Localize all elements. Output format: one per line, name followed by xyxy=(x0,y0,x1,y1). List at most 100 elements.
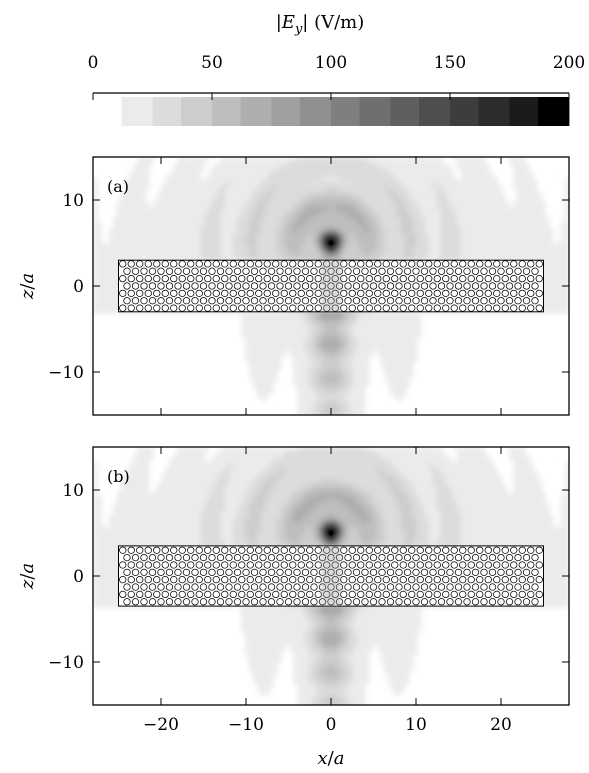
field-cell xyxy=(245,185,250,190)
field-cell xyxy=(377,325,382,330)
field-cell xyxy=(181,245,186,250)
field-cell xyxy=(313,257,318,262)
field-cell xyxy=(545,281,550,286)
field-cell xyxy=(397,205,402,210)
field-cell xyxy=(473,165,478,170)
field-cell xyxy=(401,205,406,210)
field-cell xyxy=(545,269,550,274)
field-cell xyxy=(321,201,326,206)
field-cell xyxy=(349,313,354,318)
field-cell xyxy=(281,329,286,334)
field-cell xyxy=(393,341,398,346)
field-cell xyxy=(97,285,102,290)
field-cell xyxy=(537,229,542,234)
field-cell xyxy=(533,205,538,210)
field-cell xyxy=(405,373,410,378)
field-cell xyxy=(381,165,386,170)
field-cell xyxy=(309,365,314,370)
field-cell xyxy=(277,345,282,350)
field-cell xyxy=(133,237,138,242)
field-cell xyxy=(117,213,122,218)
field-cell xyxy=(337,217,342,222)
field-cell xyxy=(249,185,254,190)
field-cell xyxy=(389,349,394,354)
field-cell xyxy=(181,205,186,210)
field-cell xyxy=(177,257,182,262)
field-cell xyxy=(405,157,410,162)
field-cell xyxy=(529,197,534,202)
field-cell xyxy=(305,201,310,206)
field-cell xyxy=(313,209,318,214)
field-cell xyxy=(237,161,242,166)
field-cell xyxy=(201,233,206,238)
field-cell xyxy=(97,241,102,246)
field-cell xyxy=(121,201,126,206)
field-cell xyxy=(525,213,530,218)
field-cell xyxy=(309,237,314,242)
field-cell xyxy=(309,241,314,246)
field-cell xyxy=(349,213,354,218)
field-cell xyxy=(141,205,146,210)
field-cell xyxy=(317,345,322,350)
field-cell xyxy=(321,353,326,358)
field-cell xyxy=(317,209,322,214)
field-cell xyxy=(517,193,522,198)
field-cell xyxy=(369,345,374,350)
field-cell xyxy=(365,181,370,186)
field-cell xyxy=(345,201,350,206)
field-cell xyxy=(549,297,554,302)
field-cell xyxy=(193,229,198,234)
field-cell xyxy=(333,249,338,254)
field-cell xyxy=(353,229,358,234)
field-cell xyxy=(249,345,254,350)
field-cell xyxy=(505,209,510,214)
field-cell xyxy=(293,257,298,262)
field-cell xyxy=(389,161,394,166)
field-cell xyxy=(401,157,406,162)
field-cell xyxy=(485,233,490,238)
field-cell xyxy=(325,321,330,326)
field-cell xyxy=(289,165,294,170)
field-cell xyxy=(165,201,170,206)
field-cell xyxy=(469,241,474,246)
field-cell xyxy=(213,205,218,210)
field-cell xyxy=(373,245,378,250)
field-cell xyxy=(269,169,274,174)
field-cell xyxy=(373,173,378,178)
field-cell xyxy=(269,221,274,226)
field-cell xyxy=(473,201,478,206)
field-cell xyxy=(397,209,402,214)
field-cell xyxy=(129,193,134,198)
field-cell xyxy=(269,201,274,206)
field-cell xyxy=(297,173,302,178)
field-cell xyxy=(177,161,182,166)
field-cell xyxy=(365,321,370,326)
field-cell xyxy=(157,197,162,202)
field-cell xyxy=(201,201,206,206)
field-cell xyxy=(325,353,330,358)
field-cell xyxy=(325,253,330,258)
field-cell xyxy=(273,257,278,262)
field-cell xyxy=(397,197,402,202)
field-cell xyxy=(437,241,442,246)
field-cell xyxy=(169,213,174,218)
field-cell xyxy=(321,233,326,238)
field-cell xyxy=(481,245,486,250)
field-cell xyxy=(205,185,210,190)
field-cell xyxy=(413,157,418,162)
field-cell xyxy=(413,317,418,322)
field-cell xyxy=(173,245,178,250)
field-cell xyxy=(261,209,266,214)
field-cell xyxy=(557,241,562,246)
field-cell xyxy=(257,341,262,346)
field-cell xyxy=(417,317,422,322)
field-cell xyxy=(525,177,530,182)
field-cell xyxy=(565,285,569,290)
field-cell xyxy=(209,173,214,178)
field-cell xyxy=(385,217,390,222)
field-cell xyxy=(341,381,346,386)
field-cell xyxy=(369,321,374,326)
field-cell xyxy=(105,261,110,266)
field-cell xyxy=(269,373,274,378)
field-cell xyxy=(209,225,214,230)
